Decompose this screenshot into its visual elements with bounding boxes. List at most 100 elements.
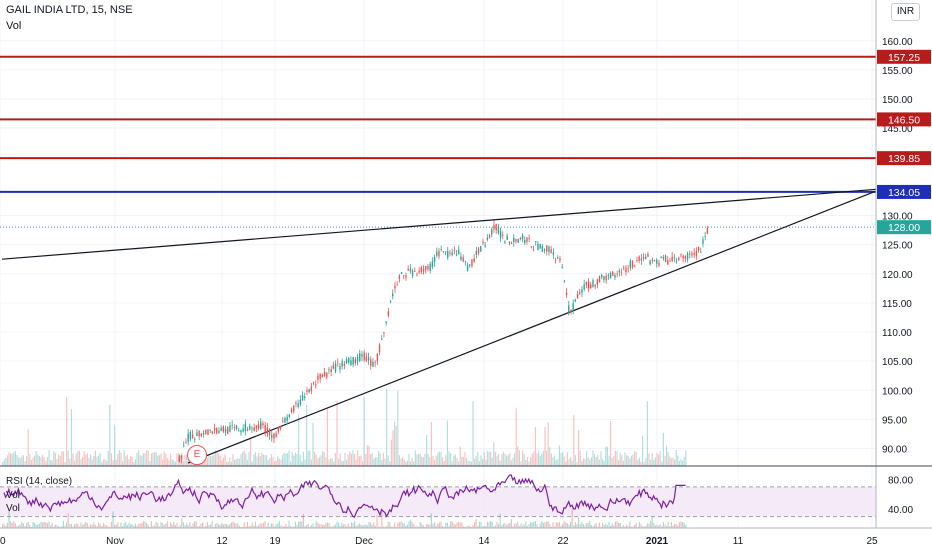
- candle-body: [689, 253, 691, 255]
- candle-body: [378, 344, 381, 353]
- volume-bar: [522, 450, 524, 466]
- volume-bar: [62, 451, 64, 466]
- volume-bar: [421, 456, 423, 466]
- volume-bar: [528, 461, 530, 466]
- candle-body: [563, 280, 566, 282]
- volume-bar: [339, 453, 341, 466]
- volume-bar: [474, 458, 476, 466]
- rsi-volume-bar: [80, 522, 82, 528]
- rsi-volume-bar: [674, 523, 676, 528]
- volume-bar: [120, 452, 122, 466]
- rsi-volume-bar: [11, 522, 13, 528]
- volume-bar: [3, 459, 5, 466]
- candle-body: [678, 257, 680, 261]
- rsi-volume-bar: [435, 525, 437, 528]
- candle-body: [266, 427, 269, 434]
- volume-bar: [491, 457, 493, 466]
- volume-bar: [104, 459, 106, 466]
- rsi-volume-bar: [426, 524, 428, 528]
- rsi-volume-bar: [635, 523, 637, 528]
- currency-button[interactable]: INR: [891, 3, 920, 21]
- rsi-volume-bar: [136, 525, 138, 528]
- volume-bar: [246, 460, 248, 466]
- candle-body: [638, 256, 640, 261]
- volume-bar: [557, 458, 559, 466]
- rsi-volume-bar: [442, 525, 444, 528]
- rsi-volume-bar: [264, 521, 266, 528]
- rsi-volume-bar: [146, 522, 148, 528]
- rsi-volume-bar: [586, 523, 588, 528]
- volume-bar: [307, 450, 309, 466]
- volume-bar: [648, 453, 650, 466]
- rsi-volume-bar: [317, 522, 319, 528]
- candle-body: [207, 429, 209, 435]
- volume-bar: [576, 461, 578, 466]
- volume-bar: [677, 455, 679, 466]
- volume-bar: [610, 420, 612, 466]
- rsi-volume-bar: [106, 525, 108, 528]
- volume-bar: [130, 456, 132, 466]
- rsi-volume-bar: [118, 526, 120, 528]
- volume-bar: [658, 454, 660, 466]
- volume-bar: [597, 454, 599, 466]
- rsi-volume-bar: [126, 525, 128, 528]
- volume-bar: [606, 446, 608, 466]
- volume-bar: [398, 455, 400, 466]
- candle-body: [288, 414, 291, 417]
- candle-body: [422, 268, 425, 272]
- rsi-volume-bar: [589, 521, 591, 528]
- trendlines[interactable]: [1, 188, 877, 464]
- horizontal-levels[interactable]: [0, 55, 876, 228]
- candle-body: [271, 434, 273, 438]
- rsi-volume-bar: [125, 522, 127, 528]
- rsi-volume-bar: [552, 522, 554, 528]
- candle-body: [370, 359, 372, 366]
- rsi-volume-bar: [451, 521, 453, 528]
- rsi-volume-bar: [94, 524, 96, 528]
- volume-bar: [506, 455, 508, 466]
- rsi-volume-bar: [219, 524, 221, 528]
- volume-bar: [646, 401, 648, 466]
- rsi-volume-bar: [594, 524, 596, 528]
- rsi-volume-bar: [168, 526, 170, 528]
- volume-bar: [174, 461, 176, 466]
- volume-bar: [427, 454, 429, 466]
- volume-bar: [216, 452, 218, 466]
- candle-body: [356, 356, 359, 362]
- rsi-volume-bar: [514, 523, 516, 528]
- rsi-volume-bar: [333, 525, 335, 528]
- candle-body: [205, 430, 207, 434]
- rsi-volume-bar: [134, 523, 136, 528]
- candle-body: [488, 235, 491, 238]
- volume-bar: [550, 453, 552, 466]
- candle-body: [473, 258, 475, 262]
- candle-body: [339, 366, 341, 370]
- rsi-volume-bar: [192, 523, 194, 528]
- rsi-volume-bar: [299, 521, 301, 528]
- volume-bar: [392, 430, 394, 466]
- candle-body: [499, 230, 502, 238]
- volume-bar: [587, 456, 589, 466]
- rsi-volume-bar: [64, 525, 66, 528]
- volume-bar: [56, 459, 58, 466]
- volume-bar: [501, 454, 503, 466]
- volume-bar: [157, 455, 159, 466]
- candle-body: [453, 250, 456, 252]
- rsi-volume-bar: [358, 523, 360, 528]
- candle-body: [539, 244, 541, 249]
- event-marker-e[interactable]: E: [187, 445, 207, 465]
- volume-bar: [264, 455, 266, 466]
- volume-bar: [515, 408, 517, 466]
- volume-bar: [5, 458, 7, 466]
- candle-body: [583, 284, 585, 290]
- rsi-volume-bar: [206, 521, 208, 528]
- volume-bar: [99, 452, 101, 466]
- rsi-volume-bar: [405, 525, 407, 528]
- volume-bar: [312, 422, 314, 466]
- volume-bar: [390, 439, 392, 466]
- volume-bar: [344, 452, 346, 466]
- candle-body: [202, 433, 205, 435]
- rsi-volume-bar: [37, 524, 39, 528]
